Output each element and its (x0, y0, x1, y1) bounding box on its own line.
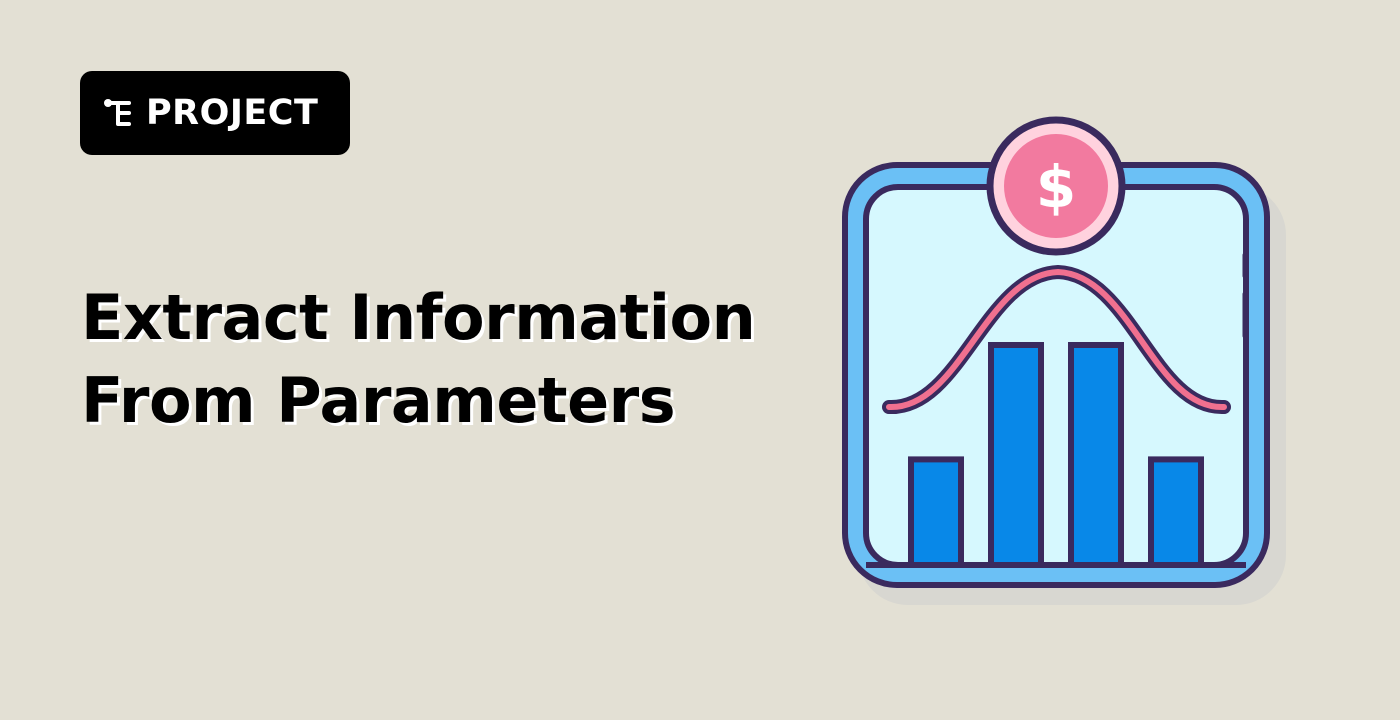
chart-bar-4 (1148, 456, 1204, 568)
title-line-2: From Parameters (81, 364, 676, 437)
project-badge: PROJECT (80, 71, 350, 155)
page-title: Extract Information From Parameters (81, 276, 756, 442)
bell-curve-fill (886, 268, 1227, 411)
chart-bar-2 (988, 342, 1044, 568)
chart-bar-3 (1068, 342, 1124, 568)
chart-bars (908, 342, 1204, 568)
badge-label: PROJECT (146, 92, 319, 133)
chart-bar-1 (908, 456, 964, 568)
coin-face (1004, 134, 1108, 238)
title-line-1: Extract Information (81, 281, 756, 354)
dollar-bar-chart-icon: $ (842, 116, 1286, 605)
project-tree-icon (104, 99, 131, 126)
currency-symbol: $ (1036, 153, 1076, 221)
